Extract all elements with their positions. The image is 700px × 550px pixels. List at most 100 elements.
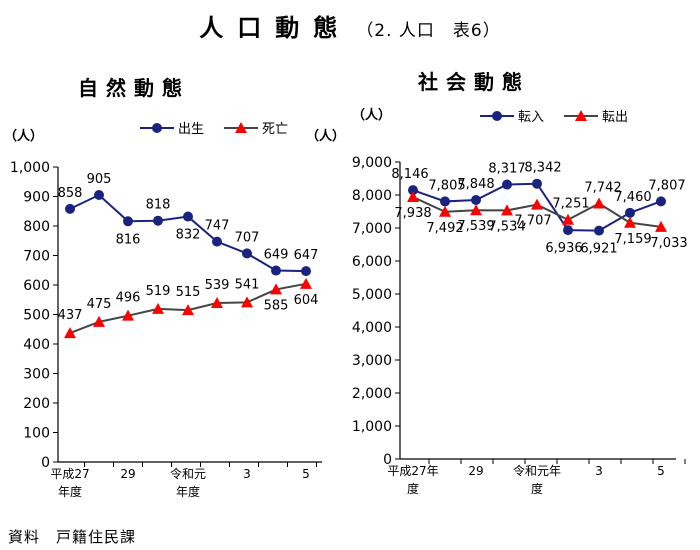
data-label-0: 8,146 xyxy=(391,167,428,182)
data-label-0: 7,460 xyxy=(614,190,651,205)
data-label-1: 7,938 xyxy=(394,206,431,221)
data-point-0 xyxy=(183,211,193,222)
source-note: 資料 戸籍住民課 xyxy=(8,528,137,546)
x-tick-label: 3 xyxy=(595,464,603,478)
data-label-1: 7,159 xyxy=(614,232,651,247)
data-point-1 xyxy=(152,302,164,314)
data-label-0: 8,342 xyxy=(524,161,561,176)
data-label-1: 541 xyxy=(235,277,260,292)
y-unit-label-social-left: （人） xyxy=(306,129,346,144)
data-point-0 xyxy=(65,203,75,214)
y-tick-label: 0 xyxy=(41,455,50,471)
data-point-1 xyxy=(300,277,312,289)
x-tick-label: 令和元年 xyxy=(513,463,561,478)
data-label-1: 7,707 xyxy=(514,214,551,229)
x-tick-label: 平成27年 xyxy=(387,464,438,478)
data-label-1: 7,492 xyxy=(426,221,463,236)
legend-label-0: 転入 xyxy=(518,110,544,125)
data-point-1 xyxy=(64,327,76,339)
y-tick-label: 200 xyxy=(23,396,50,412)
x-tick-label: 年度 xyxy=(58,484,82,499)
data-label-0: 832 xyxy=(176,228,201,243)
y-tick-label: 100 xyxy=(23,426,50,442)
data-point-0 xyxy=(408,185,418,196)
x-tick-label: 令和元 xyxy=(170,466,206,481)
data-point-1 xyxy=(531,198,543,210)
data-label-0: 905 xyxy=(87,172,112,187)
data-label-1: 585 xyxy=(264,298,289,313)
data-label-0: 8,317 xyxy=(488,162,525,177)
data-label-0: 707 xyxy=(235,230,260,245)
data-label-1: 7,742 xyxy=(584,181,621,196)
data-point-1 xyxy=(122,309,134,321)
y-tick-label: 400 xyxy=(23,337,50,353)
data-point-1 xyxy=(624,216,636,228)
data-label-0: 6,921 xyxy=(580,242,617,257)
data-point-1 xyxy=(211,296,223,308)
y-tick-label: 3,000 xyxy=(352,353,392,369)
y-tick-label: 6,000 xyxy=(352,254,392,270)
data-label-1: 515 xyxy=(176,285,201,300)
data-label-0: 647 xyxy=(294,248,319,263)
legend-marker-1 xyxy=(235,122,247,133)
data-point-1 xyxy=(593,197,605,209)
x-tick-label: 3 xyxy=(243,467,251,481)
y-tick-label: 500 xyxy=(23,308,50,324)
data-point-1 xyxy=(93,315,105,327)
data-label-0: 6,936 xyxy=(545,241,582,256)
data-label-0: 649 xyxy=(264,248,289,263)
data-point-1 xyxy=(655,220,667,232)
data-label-1: 7,033 xyxy=(650,236,687,251)
y-tick-label: 4,000 xyxy=(352,320,392,336)
legend-label-1: 転出 xyxy=(602,110,628,125)
page-title: 人口動態 （2. 人口 表6） xyxy=(0,8,700,43)
data-point-1 xyxy=(501,204,513,216)
y-tick-label: 800 xyxy=(23,219,50,235)
data-point-1 xyxy=(439,205,451,217)
data-label-1: 475 xyxy=(87,297,112,312)
data-label-0: 858 xyxy=(58,186,83,201)
x-tick-label: 5 xyxy=(302,467,310,481)
y-tick-label: 2,000 xyxy=(352,386,392,402)
x-tick-label: 29 xyxy=(120,467,135,481)
y-unit-label-social: （人） xyxy=(352,108,392,123)
x-tick-label: 29 xyxy=(468,464,483,478)
page-title-sub: （2. 人口 表6） xyxy=(356,21,501,41)
data-point-0 xyxy=(656,196,666,207)
data-label-1: 7,539 xyxy=(457,219,494,234)
data-label-0: 818 xyxy=(146,198,171,213)
data-point-0 xyxy=(440,196,450,207)
legend-marker-0 xyxy=(152,123,162,133)
data-point-0 xyxy=(123,216,133,227)
x-tick-label: 年度 xyxy=(176,484,200,499)
data-point-1 xyxy=(182,304,194,316)
data-point-0 xyxy=(502,179,512,190)
data-label-0: 747 xyxy=(205,219,230,234)
data-label-0: 7,848 xyxy=(457,177,494,192)
data-point-0 xyxy=(212,236,222,247)
data-label-1: 7,534 xyxy=(488,219,525,234)
data-label-1: 437 xyxy=(58,308,83,323)
data-point-0 xyxy=(242,248,252,259)
page-title-main: 人口動態 xyxy=(199,14,352,42)
y-tick-label: 1,000 xyxy=(10,160,50,176)
data-label-0: 816 xyxy=(116,232,141,247)
data-point-0 xyxy=(594,225,604,236)
y-tick-label: 0 xyxy=(383,452,392,468)
data-point-1 xyxy=(470,204,482,216)
data-label-1: 539 xyxy=(205,278,230,293)
data-label-0: 7,807 xyxy=(648,178,685,193)
data-point-0 xyxy=(271,265,281,276)
y-tick-label: 600 xyxy=(23,278,50,294)
data-point-0 xyxy=(94,190,104,201)
legend-marker-0 xyxy=(492,111,502,121)
x-tick-label: 度 xyxy=(531,481,543,496)
data-point-1 xyxy=(241,296,253,308)
y-tick-label: 7,000 xyxy=(352,221,392,237)
y-tick-label: 8,000 xyxy=(352,188,392,204)
y-tick-label: 700 xyxy=(23,249,50,265)
y-tick-label: 9,000 xyxy=(352,155,392,171)
data-point-0 xyxy=(301,266,311,277)
data-label-1: 604 xyxy=(294,293,319,308)
